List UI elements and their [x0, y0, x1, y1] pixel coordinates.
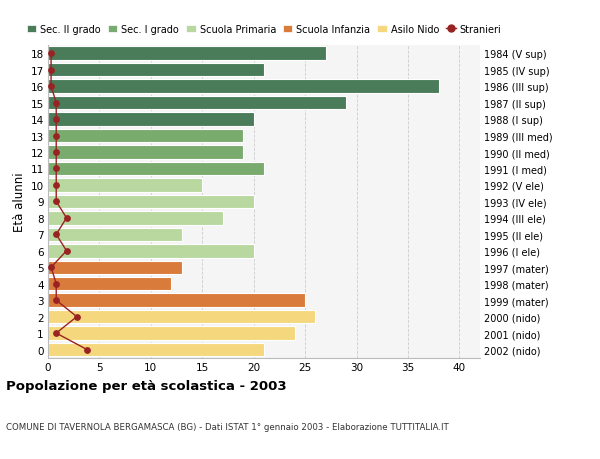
Point: [52, 182, 61, 189]
Bar: [48, 195, 254, 209]
Bar: [48, 113, 254, 127]
Point: [52, 133, 61, 140]
Bar: [48, 277, 172, 291]
Point: [72, 313, 82, 321]
Bar: [48, 162, 264, 176]
Bar: [48, 47, 326, 61]
Bar: [48, 129, 244, 143]
Bar: [48, 327, 295, 340]
Bar: [48, 80, 439, 94]
Text: COMUNE DI TAVERNOLA BERGAMASCA (BG) - Dati ISTAT 1° gennaio 2003 - Elaborazione : COMUNE DI TAVERNOLA BERGAMASCA (BG) - Da…: [6, 422, 449, 431]
Point: [52, 100, 61, 107]
Bar: [48, 212, 223, 225]
Text: Popolazione per età scolastica - 2003: Popolazione per età scolastica - 2003: [6, 380, 287, 392]
Point: [46, 264, 56, 271]
Point: [52, 116, 61, 123]
Point: [52, 165, 61, 173]
Bar: [48, 245, 254, 258]
Point: [52, 297, 61, 304]
Bar: [48, 64, 264, 77]
Bar: [48, 97, 346, 110]
Point: [52, 280, 61, 288]
Point: [46, 67, 56, 74]
Point: [62, 215, 71, 222]
Bar: [48, 146, 244, 159]
Bar: [48, 310, 316, 324]
Point: [82, 346, 92, 353]
Bar: [48, 294, 305, 307]
Point: [46, 50, 56, 58]
Point: [46, 83, 56, 90]
Bar: [48, 228, 182, 241]
Point: [52, 231, 61, 239]
Bar: [48, 261, 182, 274]
Bar: [48, 179, 202, 192]
Point: [62, 247, 71, 255]
Legend: Sec. II grado, Sec. I grado, Scuola Primaria, Scuola Infanzia, Asilo Nido, Stran: Sec. II grado, Sec. I grado, Scuola Prim…: [27, 25, 501, 35]
Bar: [48, 343, 264, 357]
Point: [52, 330, 61, 337]
Y-axis label: Età alunni: Età alunni: [13, 172, 26, 232]
Point: [52, 198, 61, 206]
Point: [52, 149, 61, 157]
